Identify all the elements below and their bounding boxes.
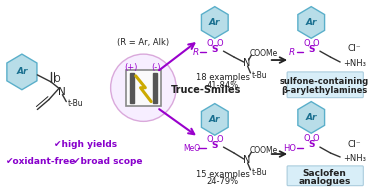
Text: N: N <box>57 87 65 97</box>
Text: O: O <box>313 134 319 143</box>
Text: (+): (+) <box>124 64 138 72</box>
Text: t-Bu: t-Bu <box>251 168 267 177</box>
Text: Ar: Ar <box>305 113 317 122</box>
Text: ✔broad scope: ✔broad scope <box>73 157 143 166</box>
Text: O: O <box>313 39 319 48</box>
Text: ✔oxidant-free: ✔oxidant-free <box>6 157 76 166</box>
Text: O: O <box>303 134 310 143</box>
Polygon shape <box>7 54 37 90</box>
Text: O: O <box>216 39 223 48</box>
Text: O: O <box>207 135 213 144</box>
Text: R: R <box>192 48 198 57</box>
Text: t-Bu: t-Bu <box>251 71 267 80</box>
Text: N: N <box>243 155 250 165</box>
Text: HO: HO <box>284 144 296 153</box>
Text: Ar: Ar <box>16 67 28 76</box>
Polygon shape <box>298 102 325 133</box>
Text: Cl⁻: Cl⁻ <box>348 140 361 149</box>
Polygon shape <box>201 7 228 38</box>
Text: t-Bu: t-Bu <box>68 99 84 108</box>
Text: analogues: analogues <box>299 177 351 186</box>
Text: Cl⁻: Cl⁻ <box>348 44 361 53</box>
Text: S: S <box>212 141 218 150</box>
Text: MeO: MeO <box>183 144 200 153</box>
Text: 15 examples: 15 examples <box>195 170 249 179</box>
Text: S: S <box>308 45 314 54</box>
Polygon shape <box>298 7 325 38</box>
Text: Ar: Ar <box>305 18 317 27</box>
Text: ✔high yields: ✔high yields <box>54 140 117 149</box>
Text: S: S <box>212 45 218 54</box>
Text: N: N <box>243 58 250 68</box>
Text: COOMe: COOMe <box>249 49 278 58</box>
Text: O: O <box>216 135 223 144</box>
Text: Ar: Ar <box>209 18 220 27</box>
Text: β-arylethylamines: β-arylethylamines <box>282 86 368 95</box>
Text: 24-79%: 24-79% <box>206 177 239 186</box>
Text: COOMe: COOMe <box>249 146 278 155</box>
Bar <box>153 73 157 103</box>
Text: O: O <box>54 75 60 84</box>
Text: Truce-Smiles: Truce-Smiles <box>170 85 241 95</box>
FancyBboxPatch shape <box>287 166 363 186</box>
Text: sulfone-containing: sulfone-containing <box>280 77 369 86</box>
Text: (R = Ar, Alk): (R = Ar, Alk) <box>117 38 169 47</box>
FancyBboxPatch shape <box>126 70 161 105</box>
Circle shape <box>111 54 176 121</box>
Text: 41-84%: 41-84% <box>206 81 239 90</box>
Text: O: O <box>207 39 213 48</box>
Text: +NH₃: +NH₃ <box>343 155 366 163</box>
Text: O: O <box>303 39 310 48</box>
Text: (-): (-) <box>151 64 161 72</box>
Text: Ar: Ar <box>209 115 220 124</box>
Text: 18 examples: 18 examples <box>195 73 249 82</box>
Polygon shape <box>201 104 228 135</box>
Text: +NH₃: +NH₃ <box>343 58 366 67</box>
Text: R: R <box>289 48 295 57</box>
Text: S: S <box>308 140 314 149</box>
Text: Saclofen: Saclofen <box>303 169 347 178</box>
Bar <box>130 73 134 103</box>
FancyBboxPatch shape <box>287 72 363 98</box>
